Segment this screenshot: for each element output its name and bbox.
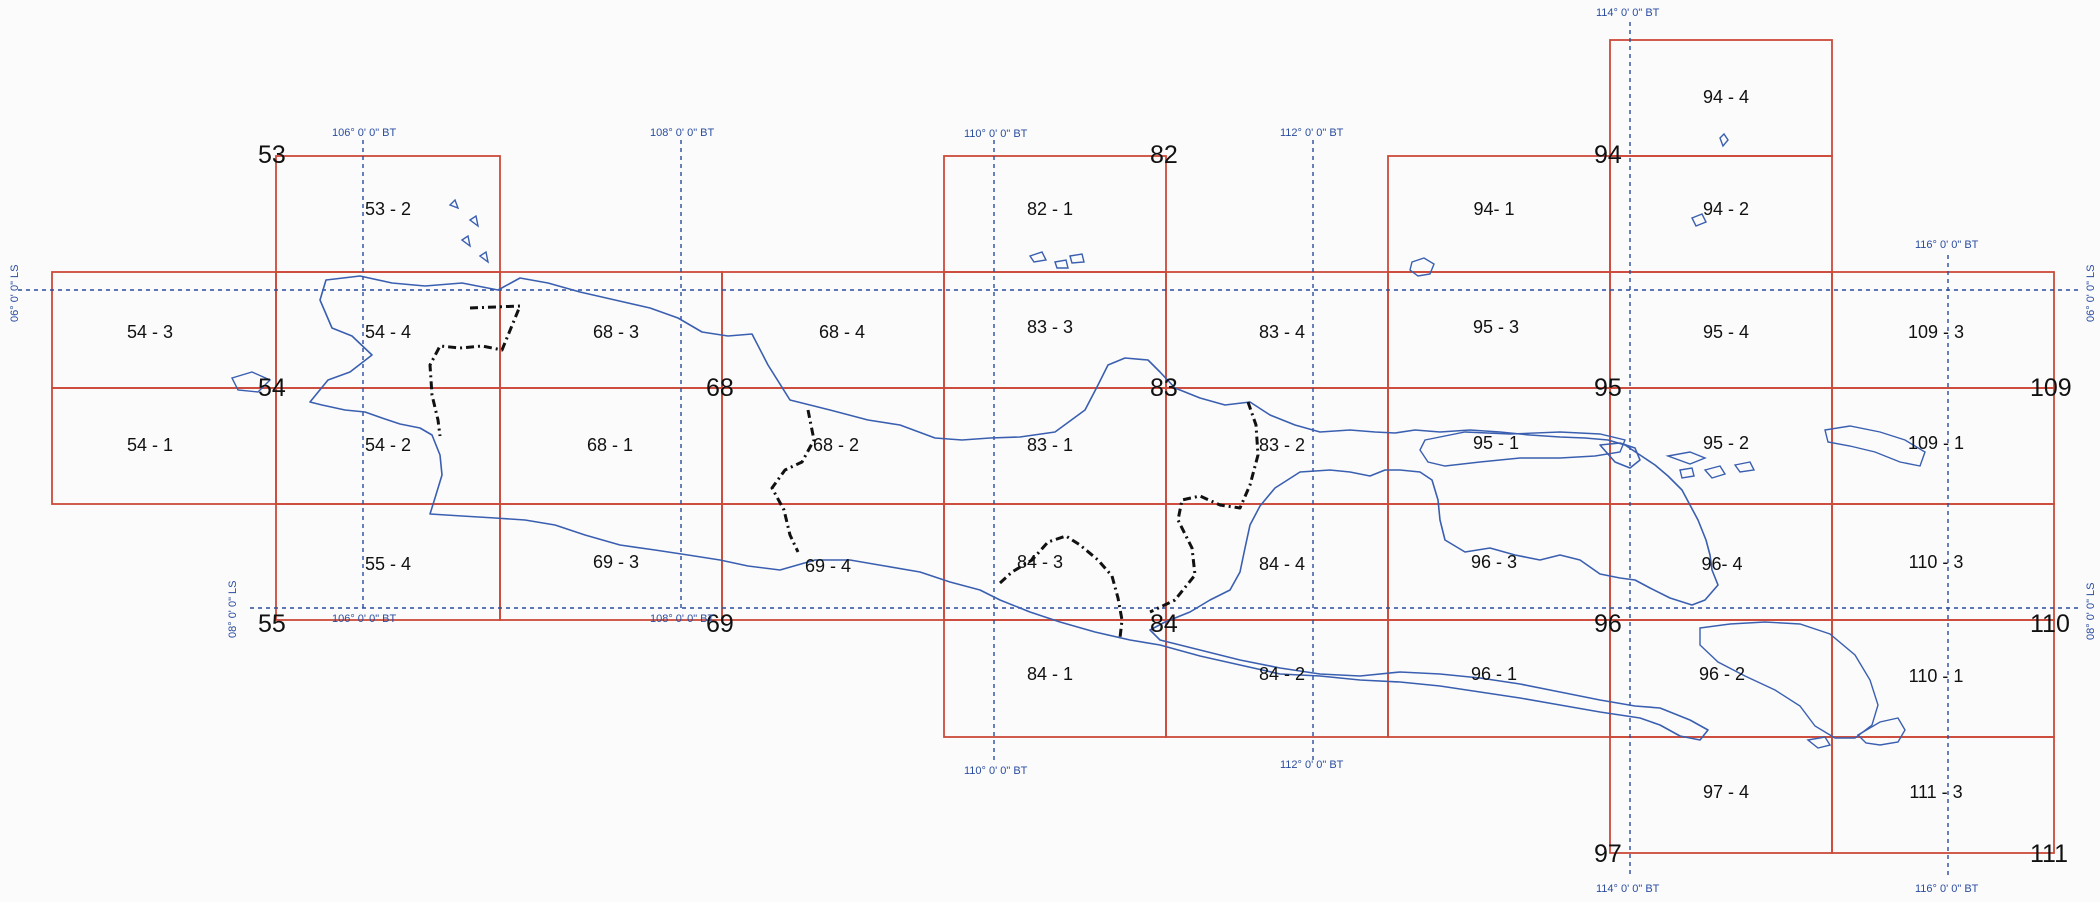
- cell-label: 95 - 3: [1473, 317, 1519, 337]
- lon-label-bottom: 116° 0' 0" BT: [1915, 883, 1979, 895]
- province-boundaries: [428, 304, 1260, 639]
- sheet-number: 97: [1594, 840, 1622, 868]
- boundary-yogyakarta: [998, 534, 1124, 639]
- masalembu-island: [1719, 132, 1729, 148]
- sheet-number: 54: [258, 374, 286, 402]
- sheet-number: 110: [2030, 610, 2070, 638]
- cell-label: 69 - 4: [805, 556, 851, 576]
- sheet-number: 94: [1594, 141, 1622, 169]
- cell-label: 54 - 2: [365, 435, 411, 455]
- cell-label: 97 - 4: [1703, 782, 1749, 802]
- sheet-number: 82: [1150, 141, 1178, 169]
- lon-label-top: 110° 0' 0" BT: [964, 128, 1028, 140]
- cell-label: 68 - 2: [813, 435, 859, 455]
- cell-label: 84 - 3: [1017, 552, 1063, 572]
- lon-label-top: 114° 0' 0" BT: [1596, 7, 1660, 19]
- panaitan-island: [231, 371, 272, 393]
- java-east-tip: [1599, 442, 1641, 469]
- cell-label: 54 - 3: [127, 322, 173, 342]
- sheet-number: 53: [258, 141, 286, 169]
- cell-labels: 53 - 2 54 - 3 54 - 4 54 - 1 54 - 2 55 - …: [127, 87, 1964, 802]
- cell-label: 55 - 4: [365, 554, 411, 574]
- cell-label: 68 - 3: [593, 322, 639, 342]
- lombok-island: [1856, 717, 1906, 746]
- cell-label: 111 - 3: [1909, 782, 1962, 802]
- nusa-penida-island: [1806, 736, 1832, 749]
- cell-label: 54 - 4: [365, 322, 411, 342]
- graticule: [18, 22, 2082, 878]
- sheet-number: 95: [1594, 374, 1622, 402]
- cell-label: 69 - 3: [593, 552, 639, 572]
- lon-label-top: 108° 0' 0" BT: [650, 127, 714, 139]
- boundary-west-central-java: [770, 409, 816, 553]
- cell-label: 94- 1: [1473, 199, 1514, 219]
- cell-label: 110 - 3: [1909, 552, 1964, 572]
- kangean-islands: [1824, 425, 1926, 467]
- lon-label-bottom: 108° 0' 0" BT: [650, 613, 714, 625]
- grid-cell-111-3: [1831, 736, 2055, 854]
- cell-label: 96 - 1: [1471, 664, 1517, 684]
- cell-label: 84 - 2: [1259, 664, 1305, 684]
- cell-label: 68 - 1: [587, 435, 633, 455]
- cell-label: 84 - 1: [1027, 664, 1073, 684]
- cell-label: 83 - 2: [1259, 435, 1305, 455]
- cell-label: 83 - 3: [1027, 317, 1073, 337]
- sheet-numbers: 53 54 55 68 69 82 83 84 94 95 96 97 109 …: [258, 141, 2072, 868]
- lat-label-left: 06° 0' 0" LS: [9, 265, 21, 323]
- sheet-number: 69: [706, 610, 734, 638]
- lon-label-bottom: 112° 0' 0" BT: [1280, 759, 1344, 771]
- cell-label: 95 - 1: [1473, 433, 1519, 453]
- madura-island: [1419, 431, 1626, 467]
- cell-label: 68 - 4: [819, 322, 865, 342]
- thousand-islands: [448, 198, 490, 264]
- lon-label-top: 116° 0' 0" BT: [1915, 239, 1979, 251]
- graticule-labels: 106° 0' 0" BT 108° 0' 0" BT 110° 0' 0" B…: [9, 7, 2097, 895]
- cell-label: 84 - 4: [1259, 554, 1305, 574]
- lon-label-top: 106° 0' 0" BT: [332, 127, 396, 139]
- lon-label-bottom: 106° 0' 0" BT: [332, 613, 396, 625]
- lon-label-bottom: 114° 0' 0" BT: [1596, 883, 1660, 895]
- lat-label-left: 08° 0' 0" LS: [227, 581, 239, 639]
- sheet-number: 84: [1150, 610, 1178, 638]
- boundary-banten-west-java: [428, 304, 522, 437]
- cell-label: 110 - 1: [1909, 666, 1964, 686]
- sheet-grid: [51, 39, 2055, 854]
- cell-label: 94 - 4: [1703, 87, 1749, 107]
- lat-label-right: 08° 0' 0" LS: [2085, 583, 2097, 641]
- sheet-number: 96: [1594, 610, 1622, 638]
- cell-label: 95 - 4: [1703, 322, 1749, 342]
- lon-label-top: 112° 0' 0" BT: [1280, 127, 1344, 139]
- sheet-number: 109: [2030, 374, 2072, 402]
- cell-label: 53 - 2: [365, 199, 411, 219]
- small-islands-east: [1665, 451, 1756, 479]
- lon-label-bottom: 110° 0' 0" BT: [964, 765, 1028, 777]
- coastline: [309, 275, 1719, 741]
- cell-label: 94 - 2: [1703, 199, 1749, 219]
- islands: [231, 132, 1926, 749]
- cell-label: 96- 4: [1701, 554, 1742, 574]
- cell-label: 82 - 1: [1027, 199, 1073, 219]
- java-coastline: [309, 275, 1719, 741]
- boundary-central-east-java: [1149, 401, 1260, 614]
- cell-label: 95 - 2: [1703, 433, 1749, 453]
- cell-label: 83 - 1: [1027, 435, 1073, 455]
- bawean-island: [1409, 257, 1435, 277]
- cell-label: 54 - 1: [127, 435, 173, 455]
- sheet-number: 111: [2030, 840, 2068, 868]
- small-island-94-2: [1691, 213, 1707, 227]
- lat-label-right: 06° 0' 0" LS: [2085, 265, 2097, 323]
- cell-label: 109 - 1: [1908, 433, 1964, 453]
- cell-label: 96 - 2: [1699, 664, 1745, 684]
- cell-label: 83 - 4: [1259, 322, 1305, 342]
- sheet-number: 55: [258, 610, 286, 638]
- sheet-number: 68: [706, 374, 734, 402]
- cell-label: 96 - 3: [1471, 552, 1517, 572]
- sheet-number: 83: [1150, 374, 1178, 402]
- karimunjawa-islands: [1028, 251, 1085, 269]
- cell-label: 109 - 3: [1908, 322, 1964, 342]
